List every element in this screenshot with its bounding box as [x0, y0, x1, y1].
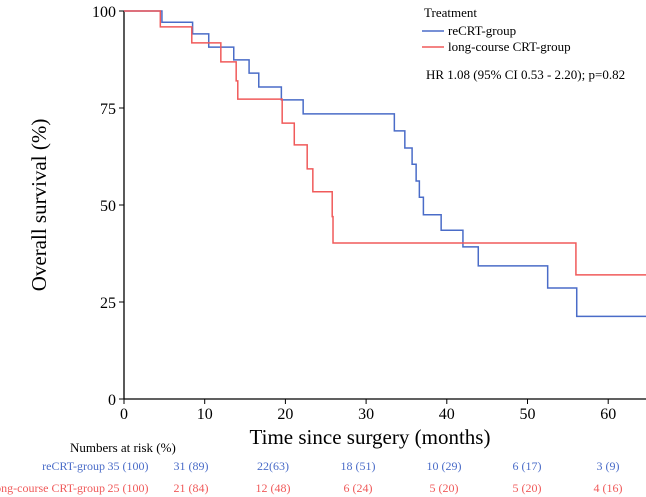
y-tick-label: 25: [100, 295, 116, 312]
risk-cell: 6 (24): [344, 481, 373, 495]
x-tick-label: 60: [600, 406, 616, 423]
risk-cell: 21 (84): [174, 481, 209, 495]
legend-entry-longcourse: long-course CRT-group: [448, 39, 571, 54]
x-tick-label: 50: [520, 406, 536, 423]
risk-cell: 18 (51): [341, 459, 376, 473]
risk-cell: 22(63): [257, 459, 289, 473]
x-tick-label: 0: [120, 406, 128, 423]
x-tick-label: 20: [277, 406, 293, 423]
risk-table: Numbers at risk (%) reCRT-group 35 (100) 3…: [0, 440, 623, 495]
y-tick-label: 0: [108, 392, 116, 409]
risk-cell: 35 (100): [108, 459, 149, 473]
risk-cell: 3 (9): [597, 459, 620, 473]
risk-row-label: long-course CRT-group: [0, 481, 105, 495]
risk-cell: 5 (20): [513, 481, 542, 495]
risk-cell: 10 (29): [427, 459, 462, 473]
risk-cell: 6 (17): [513, 459, 542, 473]
legend-entry-recrt: reCRT-group: [448, 23, 516, 38]
x-tick-label: 30: [358, 406, 374, 423]
axes: 0 25 50 75 100 0 10 20 30 40 50 60: [92, 4, 646, 423]
risk-table-title: Numbers at risk (%): [70, 440, 176, 455]
risk-cell: 25 (100): [108, 481, 149, 495]
risk-row-label: reCRT-group: [42, 459, 105, 473]
hazard-ratio-annotation: HR 1.08 (95% CI 0.53 - 2.20); p=0.82: [426, 67, 625, 82]
risk-cell: 4 (16): [594, 481, 623, 495]
x-tick-label: 10: [197, 406, 213, 423]
x-tick-label: 40: [439, 406, 455, 423]
risk-cell: 31 (89): [174, 459, 209, 473]
y-tick-label: 50: [100, 198, 116, 215]
legend-title: Treatment: [424, 5, 477, 20]
survival-curve-longcourse: [124, 10, 646, 276]
y-tick-label: 75: [100, 101, 116, 118]
y-tick-label: 100: [92, 4, 116, 21]
x-axis-label: Time since surgery (months): [250, 425, 491, 449]
survival-curves: [124, 10, 646, 318]
y-axis-label: Overall survival (%): [27, 119, 51, 292]
risk-cell: 5 (20): [430, 481, 459, 495]
survival-curve-recrt: [124, 10, 646, 318]
legend: Treatment reCRT-group long-course CRT-gr…: [422, 5, 571, 54]
risk-cell: 12 (48): [256, 481, 291, 495]
